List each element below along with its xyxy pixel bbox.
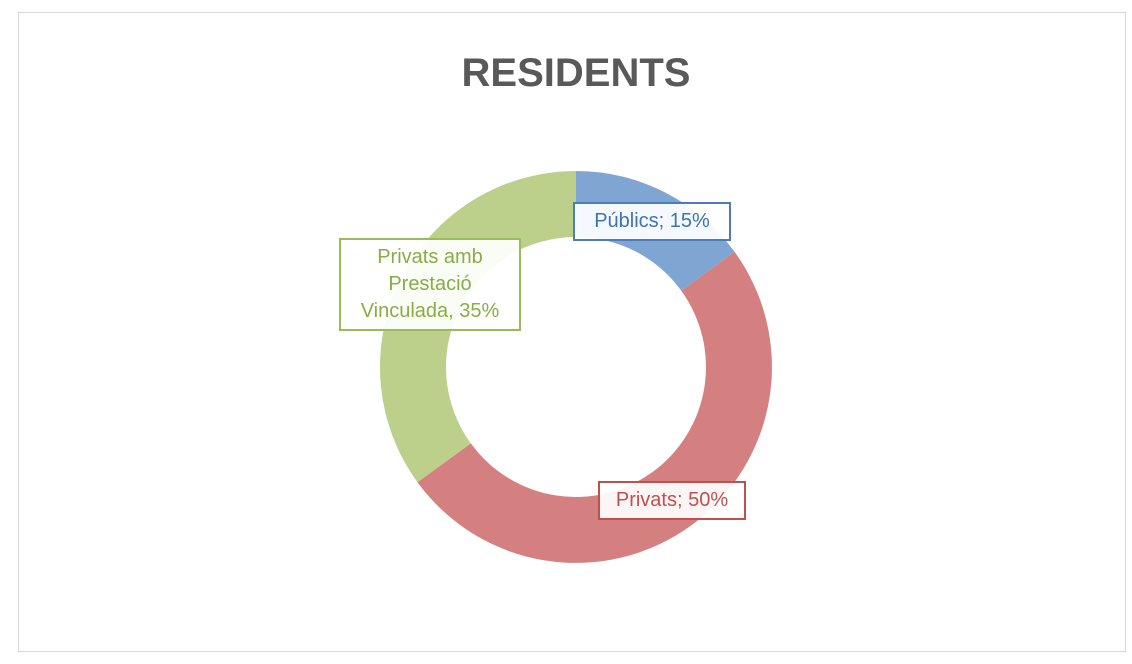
chart-title: RESIDENTS bbox=[462, 51, 691, 95]
data-label: Privats amb Prestació Vinculada, 35% bbox=[339, 238, 521, 331]
data-label: Privats; 50% bbox=[598, 481, 746, 520]
chart-frame bbox=[18, 12, 1126, 652]
data-label: Públics; 15% bbox=[573, 202, 731, 241]
